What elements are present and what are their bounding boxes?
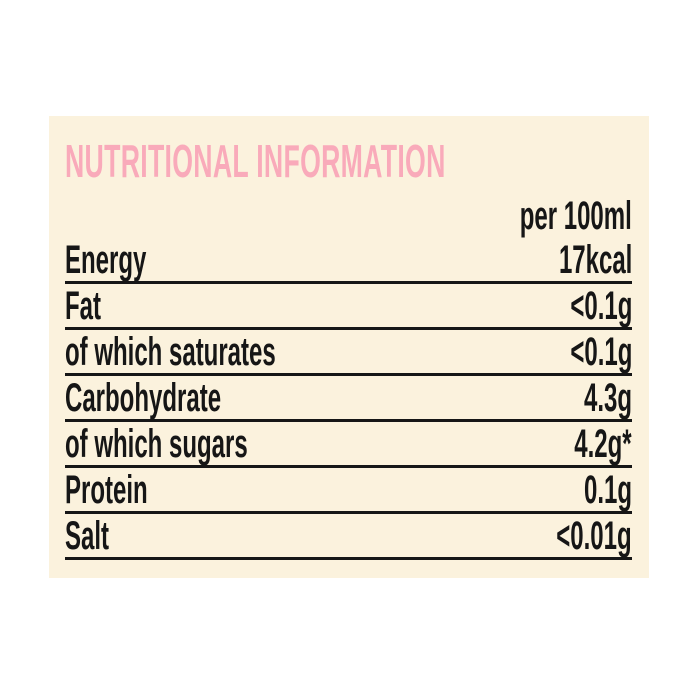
table-row-energy: Energy 17kcal — [65, 238, 632, 284]
panel-title-text: NUTRITIONAL INFORMATION — [65, 135, 446, 187]
table-row-protein: Protein 0.1g — [65, 468, 632, 514]
nutrient-value: 17kcal — [558, 238, 632, 282]
table-row-fat: Fat <0.1g — [65, 284, 632, 330]
nutrient-value: <0.1g — [569, 330, 632, 374]
nutrient-label: of which sugars — [65, 422, 248, 466]
table-row-saturates: of which saturates <0.1g — [65, 330, 632, 376]
nutrient-value: 4.3g — [583, 376, 632, 420]
panel-title: NUTRITIONAL INFORMATION — [65, 138, 632, 184]
table-row-carbohydrate: Carbohydrate 4.3g — [65, 376, 632, 422]
nutrient-label: Carbohydrate — [65, 376, 222, 420]
nutrient-value: 4.2g* — [574, 422, 632, 466]
nutrient-label: Salt — [65, 514, 110, 558]
nutrient-label: Fat — [65, 284, 101, 328]
nutrient-value: 0.1g — [583, 468, 632, 512]
nutrient-value: <0.1g — [569, 284, 632, 328]
column-header: per 100ml — [519, 194, 632, 238]
table-row-salt: Salt <0.01g — [65, 514, 632, 560]
nutrient-value: <0.01g — [556, 514, 632, 558]
nutrient-label: Protein — [65, 468, 148, 512]
nutrient-label: of which saturates — [65, 330, 276, 374]
nutrition-panel: NUTRITIONAL INFORMATION per 100ml Energy… — [49, 116, 649, 578]
table-row-sugars: of which sugars 4.2g* — [65, 422, 632, 468]
nutrient-label: Energy — [65, 238, 147, 282]
column-header-row: per 100ml — [65, 184, 632, 238]
